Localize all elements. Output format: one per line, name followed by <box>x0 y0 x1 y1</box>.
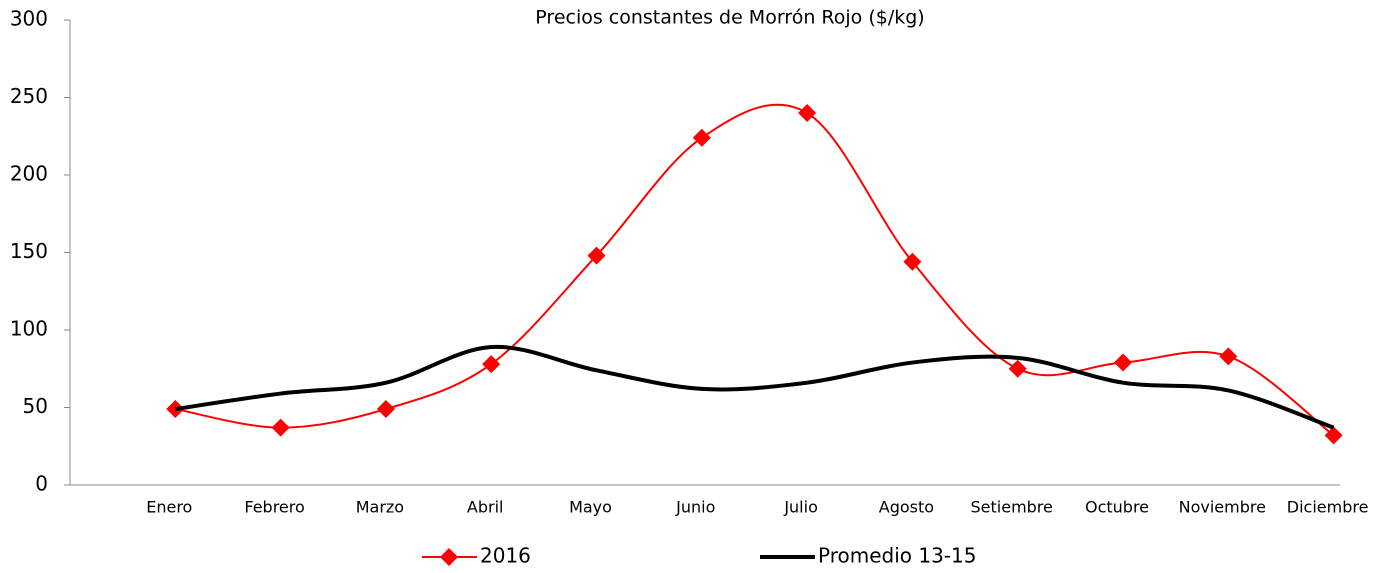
x-tick-label: Agosto <box>879 498 934 517</box>
chart-title: Precios constantes de Morrón Rojo ($/kg) <box>535 7 924 29</box>
marker <box>1114 353 1132 372</box>
series-line <box>175 344 1335 430</box>
y-tick-label: 50 <box>23 394 48 418</box>
marker <box>1219 347 1238 366</box>
legend-label: Promedio 13-15 <box>818 544 976 568</box>
x-tick-label: Marzo <box>356 498 404 517</box>
x-tick-label: Enero <box>146 498 192 517</box>
y-tick-label: 100 <box>10 317 48 341</box>
x-tick-label: Diciembre <box>1287 498 1369 517</box>
y-tick-label: 200 <box>10 162 48 186</box>
x-tick-label: Abril <box>467 498 504 517</box>
legend-label: 2016 <box>480 544 531 568</box>
marker <box>798 104 817 122</box>
x-tick-label: Noviembre <box>1179 498 1266 517</box>
x-tick-label: Setiembre <box>971 498 1053 517</box>
legend-marker <box>440 548 458 566</box>
marker <box>1008 359 1027 378</box>
marker <box>692 128 711 147</box>
x-tick-label: Junio <box>675 498 715 517</box>
marker <box>376 400 395 419</box>
x-tick-label: Febrero <box>244 498 304 517</box>
x-tick-label: Mayo <box>569 498 612 517</box>
x-tick-label: Julio <box>783 498 818 517</box>
x-tick-label: Octubre <box>1085 498 1149 517</box>
y-tick-label: 150 <box>10 239 48 263</box>
marker <box>587 246 606 265</box>
y-tick-label: 0 <box>35 472 48 496</box>
y-tick-label: 250 <box>10 84 48 108</box>
marker <box>903 252 922 271</box>
marker <box>271 418 290 437</box>
y-tick-label: 300 <box>10 7 48 31</box>
marker <box>1324 426 1343 445</box>
marker <box>482 355 501 374</box>
